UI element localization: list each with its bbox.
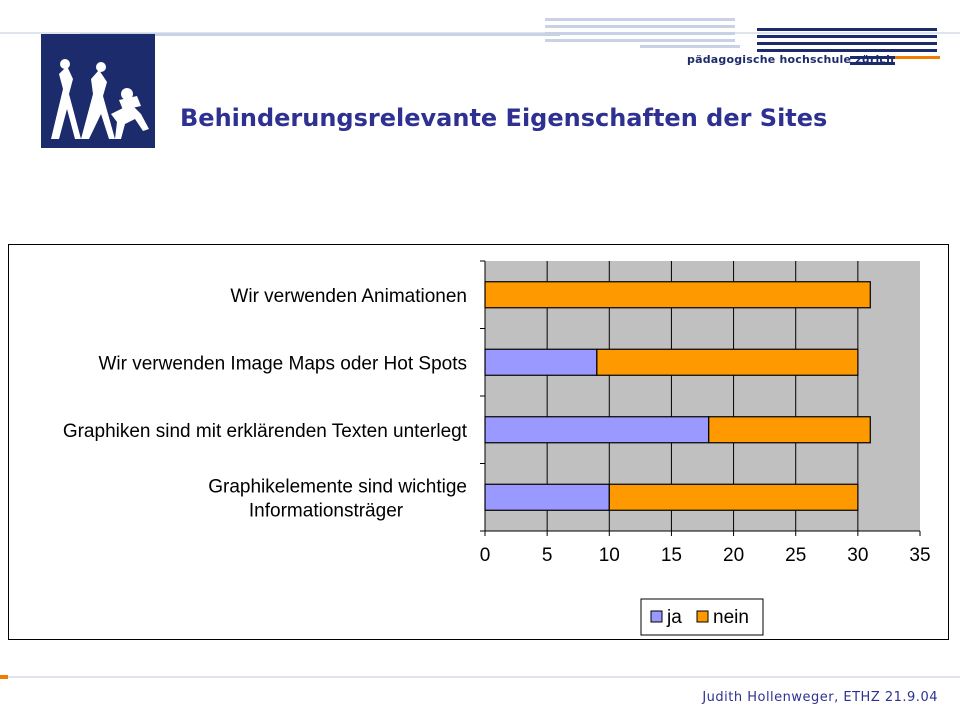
figures-logo-icon [51,59,149,139]
legend-swatch-nein [696,610,709,623]
stacked-bar-chart: 0 5 10 15 20 25 30 35 Wir verwenden Animationen W… [63,260,931,636]
legend-label-ja: ja [666,607,682,628]
bar-ja [484,416,710,444]
page-title: Behinderungsrelevante Eigenschaften der … [180,104,828,132]
institution-name: pädagogische hochschule zürich [687,53,895,66]
category-label: Wir verwenden Image Maps oder Hot Spots [98,353,467,374]
category-label: Graphikelemente sind wichtige [208,476,467,497]
category-label: Wir verwenden Animationen [230,286,467,307]
chart-frame: 0 5 10 15 20 25 30 35 Wir verwenden Animationen W… [8,244,949,640]
category-label: Informationsträger [249,500,404,521]
legend-label-nein: nein [713,607,749,628]
x-tick-label: 30 [847,545,868,566]
x-tick-label: 5 [542,545,553,566]
header-decoration-lines [0,18,960,65]
x-tick-label: 35 [909,545,930,566]
x-tick-label: 20 [723,545,744,566]
footer-decoration-line [0,675,960,679]
footer-credit: Judith Hollenweger, ETHZ 21.9.04 [702,690,938,705]
bar-nein [608,483,859,511]
x-tick-label: 25 [785,545,806,566]
logo [41,34,155,148]
x-tick-label: 10 [599,545,620,566]
bar-nein [596,348,859,376]
bar-ja [484,483,610,511]
legend-swatch-ja [650,610,663,623]
x-tick-label: 0 [480,545,491,566]
bar-ja [484,348,598,376]
x-tick-label: 15 [661,545,682,566]
category-label: Graphiken sind mit erklärenden Texten un… [63,421,468,442]
bar-nein [484,281,871,309]
bar-nein [708,416,871,444]
